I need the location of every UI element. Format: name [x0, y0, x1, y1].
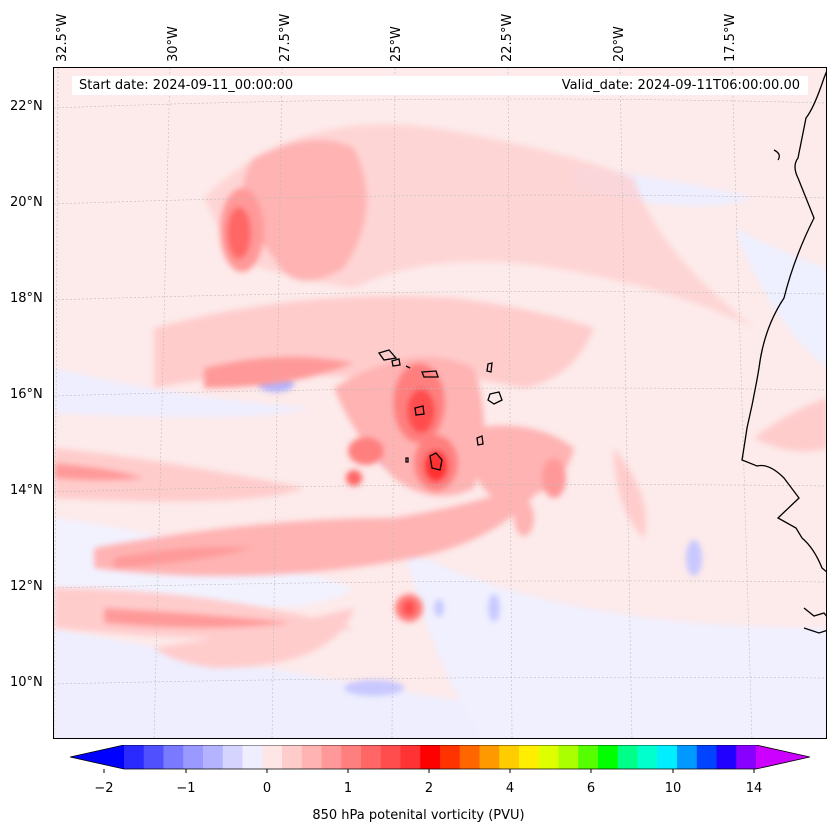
lat-label-20n: 20°N [10, 195, 43, 210]
lat-label-12n: 12°N [10, 579, 43, 594]
colorbar-segment [124, 745, 145, 769]
colorbar-segment [479, 745, 500, 769]
colorbar [70, 745, 810, 773]
colorbar-segment [637, 745, 658, 769]
colorbar-segment [617, 745, 638, 769]
valid-date-label: Valid_date: 2024-09-11T06:00:00.00 [561, 78, 800, 93]
colorbar-tick-label: −2 [94, 781, 114, 796]
colorbar-segment [558, 745, 579, 769]
colorbar-segment [716, 745, 737, 769]
colorbar-segment [163, 745, 184, 769]
colorbar-extend-max [756, 745, 810, 769]
colorbar-title: 850 hPa potenital vorticity (PVU) [312, 808, 525, 823]
colorbar-tick-label: 2 [424, 781, 434, 796]
colorbar-segment [420, 745, 441, 769]
positive-pv-areas [54, 124, 826, 668]
lon-label-20w: 20°W [612, 26, 627, 62]
colorbar-segment [598, 745, 619, 769]
colorbar-tick-label: 0 [262, 781, 272, 796]
lon-label-17-5w: 17.5°W [723, 13, 738, 62]
colorbar-segment [400, 745, 421, 769]
colorbar-tick-label: 14 [745, 781, 763, 796]
lat-label-14n: 14°N [10, 483, 43, 498]
colorbar-segment [361, 745, 382, 769]
colorbar-segment [242, 745, 263, 769]
colorbar-segment [262, 745, 283, 769]
colorbar-segment [696, 745, 717, 769]
colorbar-tick-label: 6 [586, 781, 596, 796]
colorbar-segment [341, 745, 362, 769]
colorbar-segment [143, 745, 164, 769]
colorbar-tick-label: −1 [176, 781, 196, 796]
lon-label-25w: 25°W [389, 26, 404, 62]
colorbar-segment [183, 745, 204, 769]
lat-label-10n: 10°N [10, 675, 43, 690]
map-panel [53, 67, 827, 739]
lon-label-22-5w: 22.5°W [500, 13, 515, 62]
start-date-label: Start date: 2024-09-11_00:00:00 [79, 78, 294, 93]
lat-label-22n: 22°N [10, 99, 43, 114]
coastline [377, 71, 826, 634]
lon-label-27-5w: 27.5°W [278, 13, 293, 62]
colorbar-tick-label: 1 [343, 781, 353, 796]
lon-label-30w: 30°W [166, 26, 181, 62]
colorbar-segment [499, 745, 520, 769]
colorbar-outline [70, 745, 810, 770]
colorbar-extend-min [70, 745, 124, 769]
date-info-bar [72, 76, 808, 95]
colorbar-segment [538, 745, 559, 769]
colorbar-segment [203, 745, 224, 769]
colorbar-segment [440, 745, 461, 769]
lat-label-18n: 18°N [10, 291, 43, 306]
lon-label-32-5w: 32.5°W [55, 13, 70, 62]
colorbar-segment [578, 745, 599, 769]
colorbar-tick-label: 4 [505, 781, 515, 796]
colorbar-segment [519, 745, 540, 769]
colorbar-segment [222, 745, 243, 769]
colorbar-segment [677, 745, 698, 769]
vorticity-field [54, 68, 826, 738]
colorbar-segment [380, 745, 401, 769]
lat-label-16n: 16°N [10, 387, 43, 402]
colorbar-segment [321, 745, 342, 769]
colorbar-segment [459, 745, 480, 769]
colorbar-segment [736, 745, 757, 769]
colorbar-tick-label: 10 [664, 781, 682, 796]
colorbar-segment [282, 745, 303, 769]
graticule [54, 68, 826, 738]
colorbar-segment [657, 745, 678, 769]
colorbar-segment [301, 745, 322, 769]
